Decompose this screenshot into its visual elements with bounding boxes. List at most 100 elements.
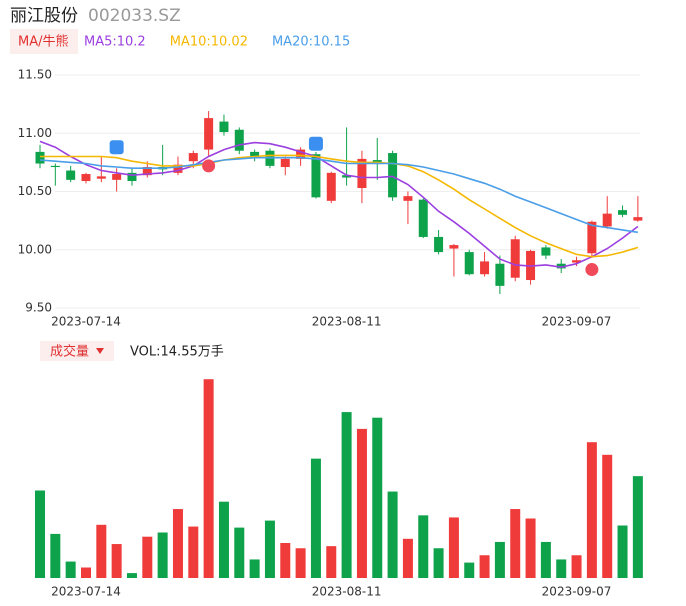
volume-bar	[203, 379, 214, 578]
candle-body	[449, 245, 459, 249]
volume-bar	[65, 561, 76, 578]
volume-bar	[142, 536, 153, 578]
candle-body	[326, 172, 336, 201]
volume-bar	[602, 454, 613, 578]
candle-body	[219, 121, 229, 133]
volume-bar	[418, 515, 429, 578]
volume-bar	[264, 520, 275, 578]
legend-entry: MA20:10.15	[272, 35, 350, 50]
x-tick-label: 2023-07-14	[51, 585, 121, 599]
volume-bar	[218, 501, 229, 578]
candle-body	[587, 221, 597, 254]
candle-body	[96, 176, 106, 179]
x-tick-label: 2023-08-11	[312, 585, 382, 599]
candle-body	[188, 153, 198, 162]
candle-body	[480, 261, 490, 275]
candle-body	[633, 217, 643, 221]
x-tick-label: 2023-09-07	[542, 585, 612, 599]
y-tick-label: 10.50	[18, 184, 52, 198]
volume-bar	[586, 442, 597, 578]
candle-body	[495, 263, 505, 286]
volume-bar	[35, 490, 45, 578]
candle-body	[50, 165, 60, 168]
candle-body	[204, 118, 214, 150]
volume-bar	[540, 541, 551, 578]
volume-bar	[571, 555, 582, 578]
volume-bar	[249, 559, 260, 578]
candle-body	[234, 129, 244, 151]
volume-bar	[433, 548, 444, 578]
volume-bar	[617, 525, 628, 578]
volume-bar	[111, 544, 122, 578]
volume-bar	[525, 518, 536, 578]
volume-bar	[479, 555, 490, 578]
volume-title-bg[interactable]	[40, 341, 114, 361]
candle-body	[618, 210, 628, 215]
signal-badge	[308, 136, 323, 151]
signal-badge	[109, 140, 124, 155]
stock-name: 丽江股份	[10, 6, 78, 26]
volume-bar	[556, 559, 567, 578]
candle-body	[572, 260, 582, 263]
volume-bar	[80, 567, 91, 578]
volume-bar	[341, 412, 352, 578]
volume-bar	[510, 509, 521, 578]
y-tick-label: 11.00	[18, 126, 52, 140]
y-tick-label: 11.50	[18, 68, 52, 82]
volume-bar	[172, 509, 183, 578]
volume-bar	[50, 533, 61, 578]
candle-body	[112, 174, 122, 180]
candle-body	[296, 149, 306, 159]
candle-body	[280, 158, 290, 168]
candle-body	[556, 263, 566, 269]
volume-bar	[280, 543, 291, 578]
candle-body	[127, 172, 137, 182]
volume-bar	[372, 417, 383, 578]
dropdown-icon[interactable]	[96, 348, 104, 354]
volume-bar	[295, 548, 306, 578]
volume-bar	[188, 526, 199, 578]
candle-body	[464, 252, 474, 275]
candle-body	[142, 167, 152, 176]
volume-title[interactable]: 成交量	[50, 344, 89, 360]
candle-body	[434, 236, 444, 253]
candle-body	[403, 196, 413, 201]
x-tick-label: 2023-08-11	[312, 315, 382, 329]
candle-body	[35, 151, 45, 164]
ma-line	[39, 140, 639, 269]
stock-code: 002033.SZ	[88, 6, 181, 26]
bull-badge	[202, 159, 216, 173]
candle-body	[510, 239, 520, 278]
legend-entry: MA10:10.02	[170, 35, 248, 50]
volume-bar	[326, 546, 337, 578]
candle-body	[66, 170, 76, 180]
candle-body	[250, 151, 260, 157]
legend-title[interactable]: MA/牛熊	[18, 34, 69, 50]
ma-line	[40, 154, 639, 258]
x-tick-label: 2023-07-14	[51, 315, 121, 329]
volume-bar	[402, 538, 413, 578]
volume-bar	[310, 458, 321, 578]
candle-body	[418, 199, 428, 237]
legend-entry: MA5:10.2	[84, 35, 146, 50]
y-tick-label: 9.50	[25, 301, 52, 315]
candle-body	[311, 154, 321, 198]
candle-body	[541, 247, 551, 256]
volume-bar	[126, 573, 137, 578]
volume-bar	[234, 527, 245, 578]
candle-body	[602, 213, 612, 227]
candle-body	[388, 153, 398, 198]
candle-body	[357, 158, 367, 189]
volume-bar	[448, 517, 459, 578]
candle-body	[342, 175, 352, 178]
bull-badge	[585, 263, 599, 277]
candle-body	[173, 164, 183, 173]
legend-title-bg[interactable]	[10, 29, 78, 54]
candle-body	[81, 174, 91, 182]
volume-subtitle: VOL:14.55万手	[130, 345, 224, 360]
ma-line	[39, 156, 639, 234]
volume-bar	[157, 532, 168, 578]
volume-bar	[632, 476, 643, 578]
volume-bar	[387, 491, 398, 578]
